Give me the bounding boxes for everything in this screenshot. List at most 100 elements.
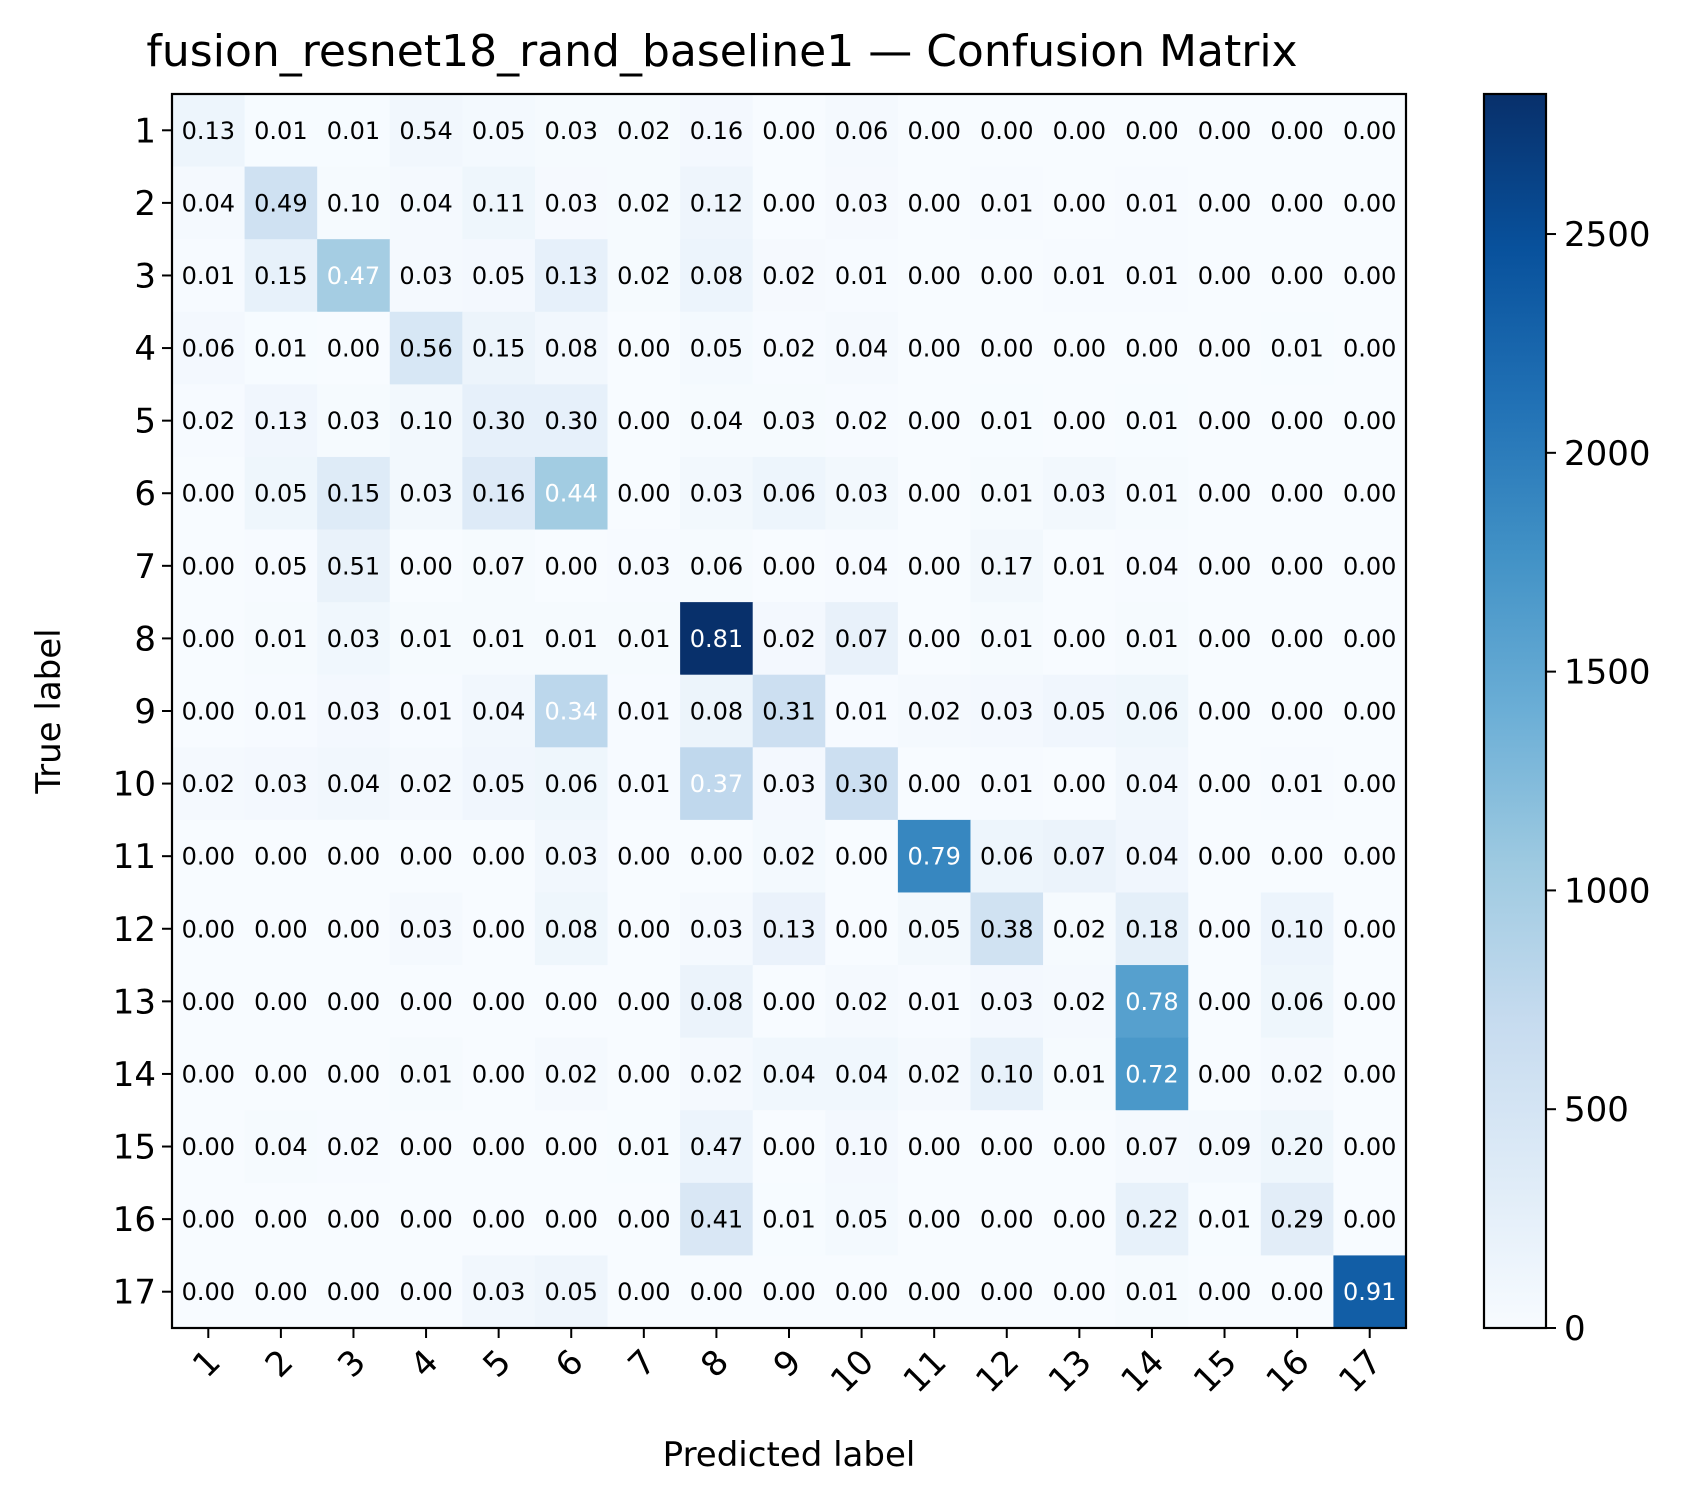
heatmap-cell-labels: 0.13 0.01 0.01 0.54 0.05 0.03 0.02 0.16 0.00 0.06… <box>182 117 1397 1306</box>
cell-value-label: 0.00 <box>690 1278 743 1306</box>
cell-value-label: 0.02 <box>762 625 815 653</box>
heatmap-cell <box>172 456 246 531</box>
cell-value-label: 0.00 <box>980 262 1033 290</box>
cell-value-label: 0.04 <box>399 189 452 217</box>
heatmap-cell <box>389 94 463 168</box>
heatmap-cell <box>1188 456 1262 531</box>
heatmap-cell <box>1333 94 1407 168</box>
heatmap-cell <box>752 94 826 168</box>
heatmap-cell <box>389 311 463 385</box>
cell-value-label: 0.17 <box>980 552 1033 580</box>
cell-value-label: 0.00 <box>762 988 815 1016</box>
cell-value-label: 0.00 <box>1125 335 1178 363</box>
heatmap-cell <box>752 1182 826 1256</box>
cell-value-label: 0.12 <box>690 189 743 217</box>
heatmap-cell <box>897 819 971 893</box>
y-axis-label: True label <box>29 628 69 794</box>
heatmap-cell <box>1333 674 1407 748</box>
heatmap-cell <box>825 529 899 603</box>
cell-value-label: 0.03 <box>835 480 888 508</box>
heatmap-cell <box>1260 166 1334 240</box>
heatmap-cell <box>1115 384 1189 458</box>
heatmap-cell <box>680 94 754 168</box>
heatmap-cell <box>534 602 609 676</box>
y-tick-label: 1 <box>134 111 156 151</box>
cell-value-label: 0.00 <box>907 770 960 798</box>
heatmap-cell <box>1260 1255 1334 1329</box>
heatmap-cell <box>1043 747 1117 821</box>
cell-value-label: 0.02 <box>835 407 888 435</box>
heatmap-cell <box>389 965 463 1039</box>
cell-value-label: 0.00 <box>1198 915 1251 943</box>
y-tick-label: 3 <box>134 256 156 296</box>
cell-value-label: 0.41 <box>690 1206 743 1234</box>
heatmap-cell <box>970 1182 1044 1256</box>
y-tick-label: 13 <box>113 982 156 1022</box>
heatmap-cell <box>244 529 318 603</box>
cell-value-label: 0.02 <box>617 189 670 217</box>
cell-value-label: 0.01 <box>1125 625 1178 653</box>
cell-value-label: 0.00 <box>1270 552 1323 580</box>
cell-value-label: 0.09 <box>1198 1133 1251 1161</box>
heatmap-cell <box>534 1110 609 1184</box>
heatmap-cell <box>970 965 1044 1039</box>
heatmap-cell <box>897 1037 971 1111</box>
heatmap-cell <box>1260 529 1334 603</box>
cell-value-label: 0.02 <box>327 1133 380 1161</box>
cell-value-label: 0.47 <box>327 262 380 290</box>
heatmap-cell <box>607 529 681 603</box>
heatmap-cell <box>1333 1255 1407 1329</box>
heatmap-cell <box>534 311 609 385</box>
cell-value-label: 0.03 <box>254 770 307 798</box>
cell-value-label: 0.03 <box>545 117 598 145</box>
heatmap-cell <box>607 819 681 893</box>
cell-value-label: 0.03 <box>399 480 452 508</box>
heatmap-cell <box>317 311 391 385</box>
heatmap-cell <box>825 1182 899 1256</box>
heatmap-cell <box>317 747 391 821</box>
heatmap-cell <box>1043 1255 1117 1329</box>
cell-value-label: 0.04 <box>327 770 380 798</box>
cell-value-label: 0.06 <box>545 770 598 798</box>
heatmap-cell <box>172 1110 246 1184</box>
cell-value-label: 0.05 <box>472 770 525 798</box>
heatmap-cell <box>389 1110 463 1184</box>
heatmap-cell <box>317 602 391 676</box>
heatmap-cell <box>172 674 246 748</box>
cell-value-label: 0.00 <box>327 335 380 363</box>
cell-value-label: 0.05 <box>254 552 307 580</box>
cell-value-label: 0.00 <box>1198 407 1251 435</box>
cell-value-label: 0.00 <box>1053 1206 1106 1234</box>
heatmap-cell <box>752 1110 826 1184</box>
cell-value-label: 0.00 <box>1198 262 1251 290</box>
cell-value-label: 0.00 <box>472 1133 525 1161</box>
cell-value-label: 0.02 <box>907 698 960 726</box>
cell-value-label: 0.03 <box>327 407 380 435</box>
cell-value-label: 0.02 <box>762 262 815 290</box>
heatmap-cell <box>462 1110 536 1184</box>
heatmap-cell <box>680 166 754 240</box>
cell-value-label: 0.01 <box>1125 480 1178 508</box>
heatmap-cell <box>1260 747 1334 821</box>
heatmap-cell <box>680 456 754 531</box>
cell-value-label: 0.01 <box>545 625 598 653</box>
cell-value-label: 0.00 <box>1053 1133 1106 1161</box>
cell-value-label: 0.01 <box>254 698 307 726</box>
heatmap-cell <box>462 456 536 531</box>
heatmap-cell <box>680 602 754 676</box>
cell-value-label: 0.00 <box>1198 335 1251 363</box>
cell-value-label: 0.02 <box>617 117 670 145</box>
cell-value-label: 0.00 <box>907 262 960 290</box>
heatmap-cell <box>317 1110 391 1184</box>
cell-value-label: 0.02 <box>690 1060 743 1088</box>
heatmap-cell <box>534 1182 609 1256</box>
cell-value-label: 0.00 <box>1343 1133 1396 1161</box>
y-tick-label: 6 <box>134 474 156 514</box>
cell-value-label: 0.00 <box>182 1278 235 1306</box>
cell-value-label: 0.00 <box>907 552 960 580</box>
heatmap-cell <box>462 965 536 1039</box>
heatmap-cell <box>389 1255 463 1329</box>
heatmap-cell <box>317 239 391 313</box>
cell-value-label: 0.00 <box>1198 189 1251 217</box>
